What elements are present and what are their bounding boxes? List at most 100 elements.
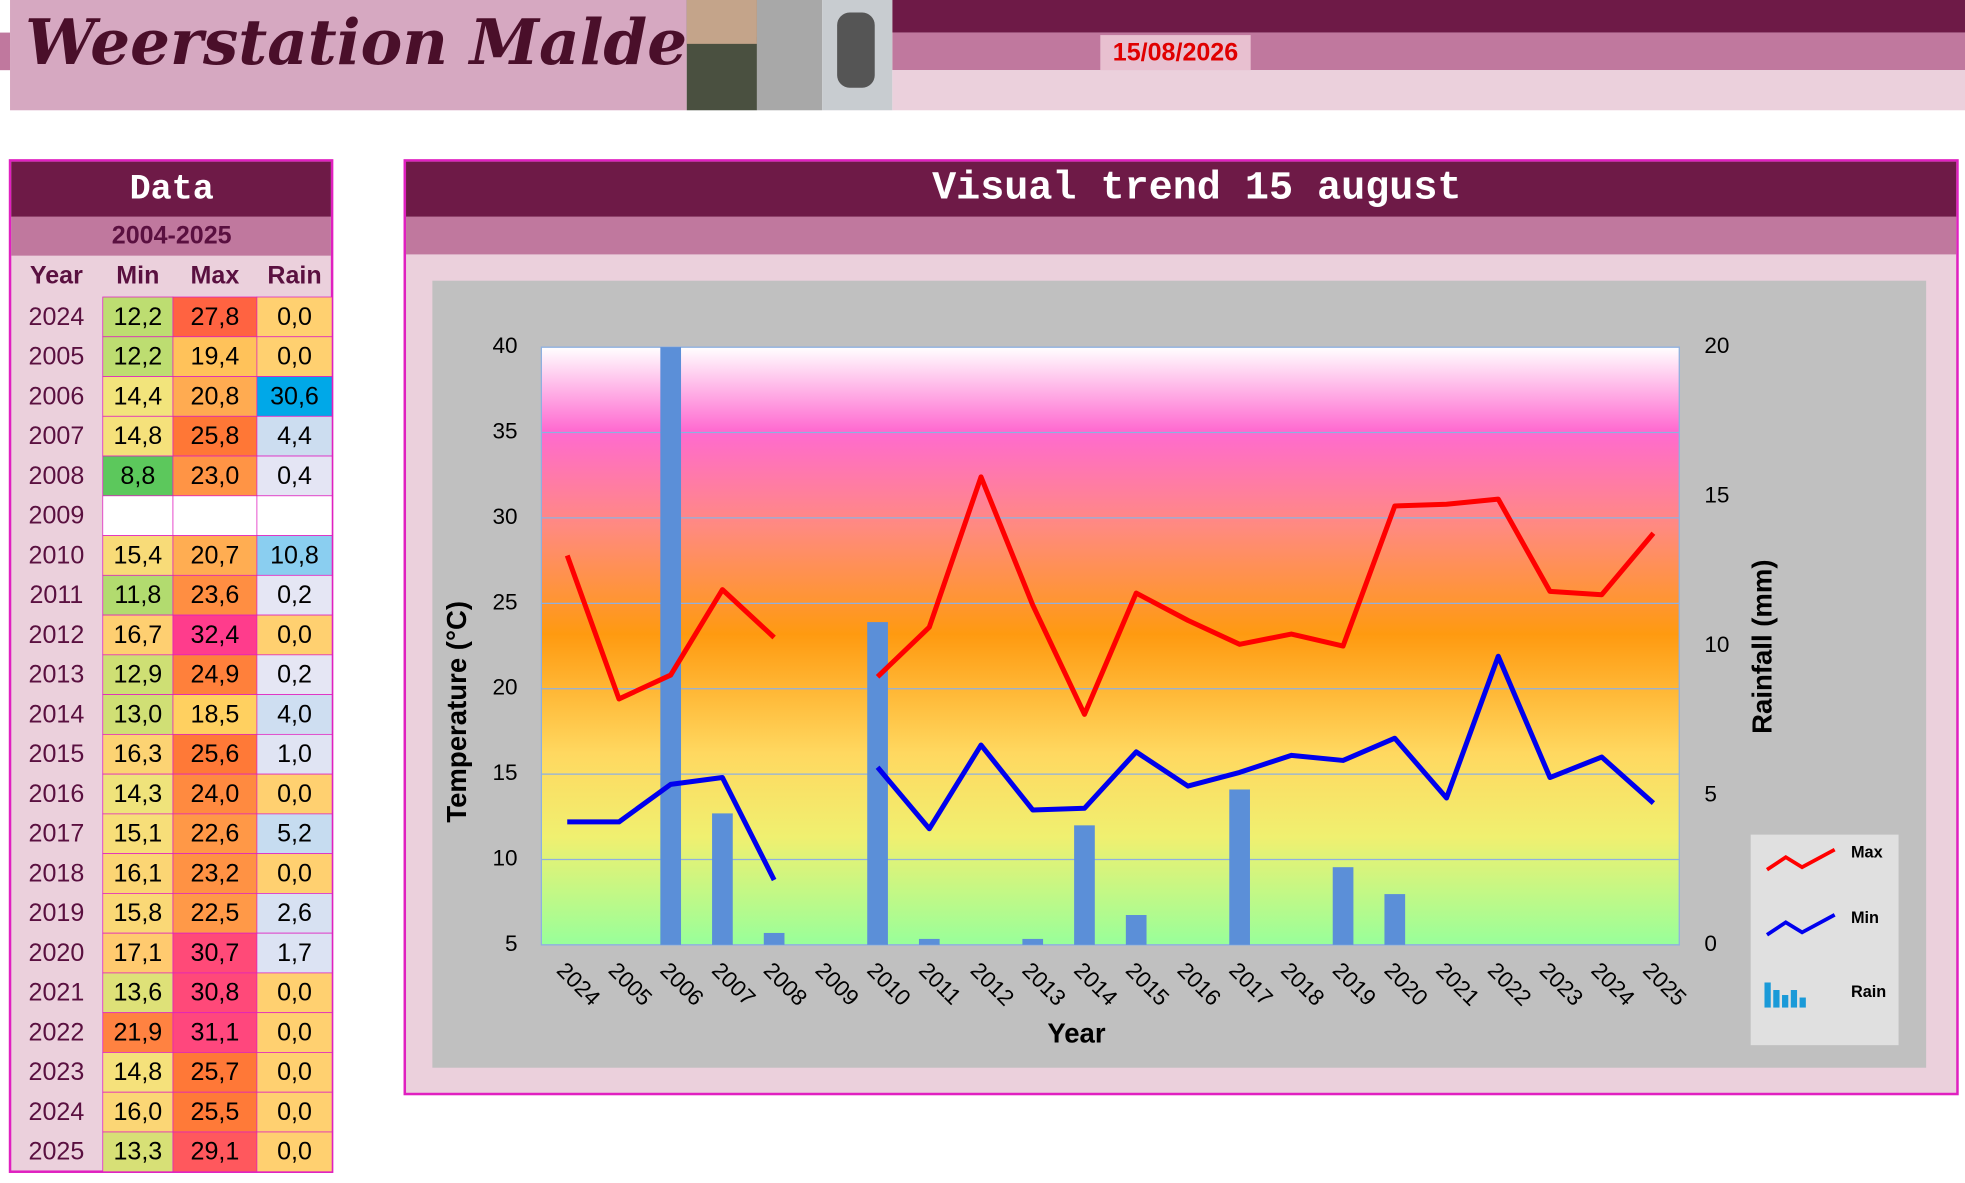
cell-value: 27,8: [191, 303, 240, 331]
legend-swatch: [1799, 997, 1806, 1008]
legend: [1750, 834, 1899, 1046]
cell-value: 0,0: [277, 343, 312, 371]
cell: [256, 813, 333, 855]
site-title: Weerstation Malderen: [25, 5, 805, 79]
cell: [102, 972, 174, 1014]
cell: [102, 455, 174, 497]
cell: [172, 1131, 258, 1173]
legend-swatch: [1764, 982, 1771, 1008]
legend-label: Max: [1851, 844, 1883, 862]
header-bar: [892, 0, 1965, 33]
cell-value: 25,5: [191, 1098, 240, 1126]
year: 2024: [29, 303, 85, 331]
y-tick-label: 35: [492, 418, 517, 443]
cell-value: 15,1: [113, 820, 162, 848]
cell-value: 13,0: [113, 700, 162, 728]
year: 2022: [29, 1018, 85, 1046]
chart-title: Visual trend 15 august: [932, 167, 1461, 212]
y-axis-title: Temperature (°C): [441, 601, 472, 823]
rain-bar: [1074, 825, 1095, 945]
cell-value: 0,0: [277, 979, 312, 1007]
cell-value: 20,8: [191, 382, 240, 410]
legend-label: Rain: [1851, 983, 1886, 1001]
cell-value: 0,2: [277, 661, 312, 689]
cell-value: 0,0: [277, 303, 312, 331]
rain-bar: [1384, 894, 1406, 945]
table: Year Min Max Rain 2024 12,2 27,8 0,0 2005 12,2 19,…: [29, 262, 333, 1173]
title-box: [10, 0, 687, 111]
year: 2019: [29, 899, 85, 927]
cell: [256, 296, 333, 338]
rain-bar: [660, 347, 682, 945]
rain-bar: [1332, 867, 1354, 945]
cell-value: 17,1: [113, 939, 162, 967]
cell-value: 24,0: [191, 780, 240, 808]
cell-value: 30,7: [191, 939, 240, 967]
y2-axis-title: Rainfall (mm): [1747, 559, 1778, 733]
cell: [172, 773, 258, 815]
cell: [256, 495, 333, 536]
cell: [256, 1091, 333, 1133]
cell: [102, 1091, 174, 1133]
legend-items: Max Min Rain: [1764, 844, 1886, 1008]
cell-value: 20,7: [191, 541, 240, 569]
cell-value: 1,7: [277, 939, 312, 967]
panel-subheader: [11, 216, 331, 256]
cell-value: 12,2: [113, 343, 162, 371]
cell: [102, 654, 174, 695]
cell: [172, 495, 258, 536]
cell-value: 4,4: [277, 422, 312, 450]
column-header: Rain: [267, 262, 321, 290]
cell: [102, 694, 174, 735]
y-tick-label: 10: [492, 845, 517, 870]
cell: [172, 535, 258, 576]
cell-value: 16,3: [113, 740, 162, 768]
column-header: Year: [30, 262, 83, 290]
header-band: [892, 32, 1965, 71]
cell-value: 25,7: [191, 1058, 240, 1086]
cell-value: 14,3: [113, 780, 162, 808]
cell-value: 0,2: [277, 581, 312, 609]
header-band: [892, 70, 1965, 111]
cell: [256, 455, 333, 497]
cell: [102, 376, 174, 417]
cell: [102, 614, 174, 656]
cell-value: 22,5: [191, 899, 240, 927]
cell-value: 0,0: [277, 1138, 312, 1166]
year: 2007: [29, 422, 85, 450]
cell-value: 0,0: [277, 859, 312, 887]
bars: [660, 347, 1406, 945]
year: 2015: [29, 740, 85, 768]
year: 2005: [29, 343, 85, 371]
cell-value: 23,0: [191, 462, 240, 490]
panel-header: [406, 161, 1957, 217]
rain-bar: [712, 813, 733, 945]
cell: [102, 535, 174, 576]
cell: [102, 495, 174, 536]
cell: [256, 336, 333, 377]
cell: [172, 893, 258, 934]
photo: [756, 0, 823, 111]
cell-value: 25,6: [191, 740, 240, 768]
cell-value: 14,4: [113, 382, 162, 410]
cell-value: 0,4: [277, 462, 312, 490]
cell: [256, 932, 333, 974]
cell-value: 12,2: [113, 303, 162, 331]
y-tick-label: 5: [505, 931, 518, 956]
y2-tick-label: 15: [1704, 483, 1729, 508]
cell: [102, 853, 174, 894]
photo: [686, 0, 757, 44]
x-axis-title: Year: [1047, 1017, 1105, 1048]
column-header: Min: [116, 262, 159, 290]
rain-bar: [867, 622, 888, 945]
cell-value: 0,0: [277, 621, 312, 649]
y-tick-label: 20: [492, 675, 517, 700]
cell-value: 0,0: [277, 1018, 312, 1046]
cell-value: 14,8: [113, 1058, 162, 1086]
cell-value: 16,7: [113, 621, 162, 649]
cell: [102, 733, 174, 775]
cell: [102, 336, 174, 377]
y2-tick-label: 0: [1704, 931, 1717, 956]
cell-value: 16,1: [113, 859, 162, 887]
y2-tick-label: 5: [1704, 781, 1717, 806]
